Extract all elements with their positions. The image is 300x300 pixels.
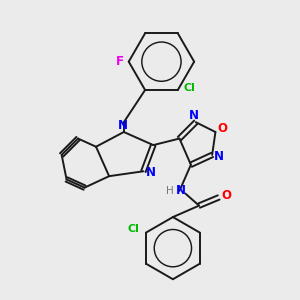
Text: N: N <box>118 119 128 132</box>
Text: H: H <box>166 186 173 196</box>
Text: F: F <box>116 55 124 68</box>
Text: O: O <box>218 122 228 135</box>
Text: N: N <box>176 184 186 197</box>
Text: N: N <box>214 150 224 163</box>
Text: Cl: Cl <box>128 224 140 234</box>
Text: N: N <box>146 167 156 179</box>
Text: O: O <box>221 189 231 202</box>
Text: N: N <box>189 109 199 122</box>
Text: Cl: Cl <box>183 83 195 93</box>
